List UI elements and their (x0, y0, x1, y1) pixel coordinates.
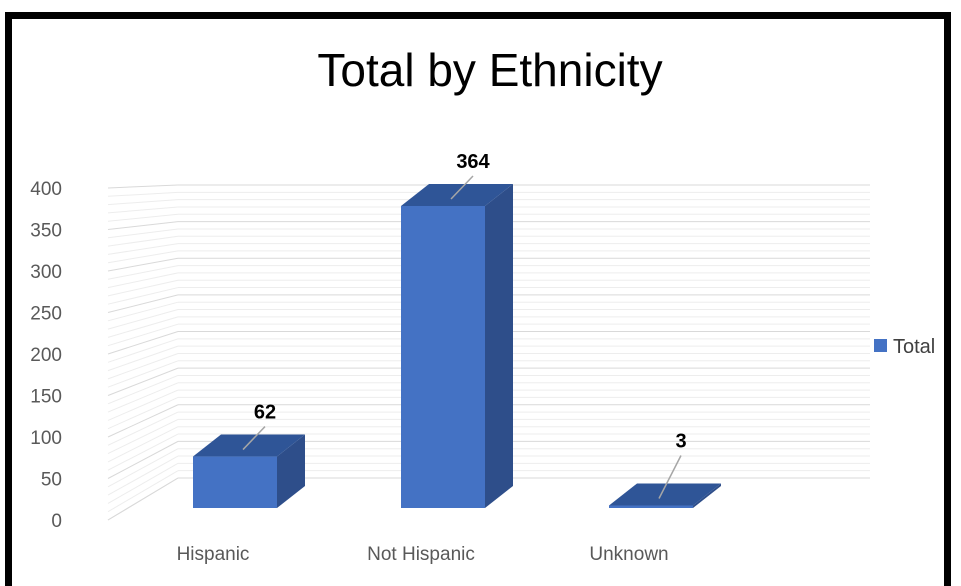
y-tick-label: 400 (30, 179, 62, 200)
gridline (107, 396, 179, 430)
gridline (107, 184, 179, 189)
gridline (107, 470, 179, 513)
gridline (107, 360, 179, 388)
data-label: 3 (675, 431, 686, 453)
y-tick-label: 350 (30, 221, 62, 242)
data-label: 62 (254, 402, 276, 424)
gridline (107, 199, 179, 206)
gridline (107, 418, 179, 455)
gridline (107, 338, 179, 363)
x-axis: Hispanic Not Hispanic Unknown (177, 544, 669, 565)
gridline (107, 374, 179, 405)
leader-line (658, 455, 682, 499)
data-labels: 62 364 3 (242, 151, 687, 499)
gridline (107, 426, 179, 463)
gridline (107, 272, 179, 289)
y-tick-label: 50 (41, 470, 62, 491)
bar (401, 206, 485, 508)
y-tick-label: 100 (30, 428, 62, 449)
gridline (107, 301, 179, 322)
gridline (107, 257, 179, 272)
bar (193, 456, 277, 508)
gridline (107, 265, 179, 280)
gridline (107, 228, 179, 239)
gridline (107, 448, 179, 488)
floor-edge (107, 477, 179, 521)
legend-label: Total (893, 336, 935, 358)
gridline (107, 382, 179, 413)
gridline (107, 294, 179, 313)
gridline (107, 316, 179, 338)
bars (193, 184, 721, 508)
gridline (107, 345, 179, 372)
y-tick-label: 300 (30, 262, 62, 283)
gridline (107, 213, 179, 222)
bar-top (401, 184, 513, 206)
y-axis: 0 50 100 150 200 250 300 350 400 (30, 179, 62, 532)
gridline (107, 433, 179, 471)
gridline (107, 462, 179, 504)
data-label: 364 (456, 151, 490, 173)
bar-side (277, 434, 305, 508)
gridline (107, 404, 179, 438)
bar-side (485, 184, 513, 508)
chart-title: Total by Ethnicity (317, 44, 662, 96)
legend: Total (874, 336, 935, 358)
gridline (107, 389, 179, 421)
category-label: Unknown (589, 544, 668, 565)
y-tick-label: 150 (30, 387, 62, 408)
gridlines (107, 184, 870, 521)
gridline (107, 331, 179, 355)
y-tick-label: 0 (51, 511, 62, 532)
y-tick-label: 250 (30, 304, 62, 325)
gridline (107, 455, 179, 496)
leader-line (242, 426, 266, 451)
gridline (107, 353, 179, 380)
bar-top (193, 434, 305, 457)
category-label: Hispanic (177, 544, 250, 565)
gridline (107, 221, 179, 230)
bar-top (609, 483, 721, 506)
category-label: Not Hispanic (367, 544, 475, 565)
leader-line (450, 175, 474, 200)
gridline (107, 279, 179, 297)
legend-swatch (874, 339, 887, 352)
gridline (107, 206, 179, 214)
gridline (107, 191, 179, 197)
y-tick-label: 200 (30, 345, 62, 366)
gridline (107, 235, 179, 247)
gridline (107, 440, 179, 479)
gridline (107, 243, 179, 255)
gridline (107, 411, 179, 446)
gridline (107, 323, 179, 347)
gridline (107, 287, 179, 305)
gridline (107, 367, 179, 396)
bar-side (693, 483, 721, 508)
gridline (107, 250, 179, 264)
gridline (107, 309, 179, 330)
bar (609, 505, 693, 508)
